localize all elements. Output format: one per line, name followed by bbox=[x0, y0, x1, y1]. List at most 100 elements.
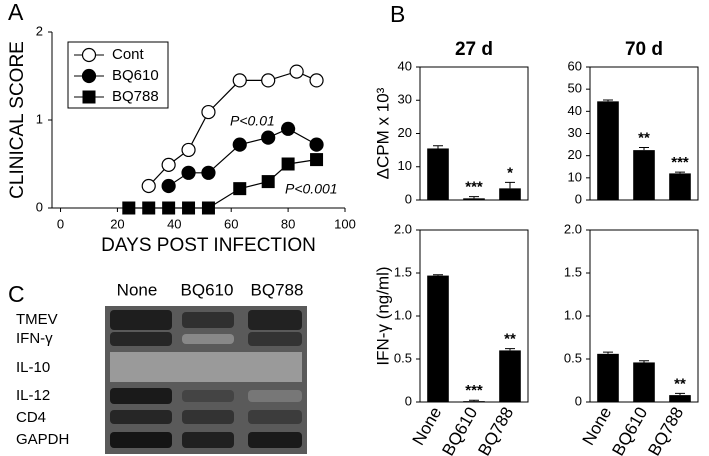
x-tick-label: 0 bbox=[57, 216, 64, 231]
legend-label: Cont bbox=[112, 46, 145, 63]
row-label: TMEV bbox=[16, 311, 58, 328]
significance-label: *** bbox=[671, 154, 689, 171]
error-bar bbox=[639, 360, 649, 363]
error-bar bbox=[675, 392, 685, 396]
y-axis-label: ΔCPM x 10³ bbox=[373, 87, 392, 179]
x-axis-label: DAYS POST INFECTION bbox=[101, 235, 316, 256]
marker bbox=[122, 201, 136, 215]
y-tick-label: 10 bbox=[398, 158, 412, 173]
panel-label: C bbox=[8, 281, 25, 307]
y-tick-label: 0.5 bbox=[394, 350, 412, 365]
marker bbox=[162, 201, 176, 215]
y-tick-label: 20 bbox=[398, 125, 412, 140]
y-tick-label: 40 bbox=[568, 103, 582, 118]
lane-label: BQ788 bbox=[251, 280, 304, 299]
y-tick-label: 60 bbox=[568, 58, 582, 73]
y-tick-label: 0 bbox=[405, 191, 412, 206]
marker bbox=[233, 182, 247, 196]
gel-image bbox=[105, 306, 307, 454]
error-bar bbox=[433, 145, 443, 149]
error-bar bbox=[469, 399, 479, 402]
bar bbox=[463, 401, 485, 402]
marker bbox=[201, 165, 216, 180]
marker bbox=[261, 73, 276, 88]
marker bbox=[141, 178, 156, 194]
legend-label: BQ610 bbox=[112, 67, 159, 84]
annotation: P<0.01 bbox=[230, 113, 275, 129]
marker bbox=[310, 153, 324, 167]
marker bbox=[281, 157, 295, 171]
marker bbox=[309, 73, 324, 88]
x-tick-label: BQ788 bbox=[474, 404, 517, 456]
bar bbox=[499, 188, 521, 200]
x-tick-label: 60 bbox=[224, 216, 238, 231]
marker bbox=[182, 201, 196, 215]
chart-title: 70 d bbox=[625, 39, 663, 60]
row-label: CD4 bbox=[16, 409, 46, 426]
bar bbox=[669, 395, 691, 402]
row-label: IFN-γ bbox=[16, 330, 53, 347]
row-label: GAPDH bbox=[16, 431, 69, 448]
marker bbox=[161, 157, 176, 172]
significance-label: * bbox=[507, 164, 513, 181]
y-tick-label: 10 bbox=[568, 169, 582, 184]
y-tick-label: 2.0 bbox=[394, 221, 412, 236]
y-tick-label: 1.0 bbox=[564, 307, 582, 322]
x-tick-label: 40 bbox=[167, 216, 181, 231]
marker bbox=[201, 201, 215, 215]
marker bbox=[309, 137, 324, 152]
legend-label: BQ788 bbox=[112, 88, 159, 105]
marker bbox=[82, 90, 96, 104]
bar bbox=[597, 353, 619, 402]
error-bar bbox=[505, 181, 515, 189]
significance-label: *** bbox=[465, 382, 483, 399]
error-bar bbox=[603, 351, 613, 354]
marker bbox=[81, 68, 97, 84]
error-bar bbox=[603, 99, 613, 102]
row-label: IL-12 bbox=[16, 387, 50, 404]
marker bbox=[201, 104, 216, 120]
marker bbox=[181, 165, 196, 180]
x-tick-label: BQ788 bbox=[644, 404, 687, 456]
x-tick-label: None bbox=[409, 404, 446, 449]
error-bar bbox=[675, 171, 685, 174]
marker bbox=[261, 175, 275, 189]
y-tick-label: 50 bbox=[568, 81, 582, 96]
lane-label: None bbox=[117, 280, 158, 299]
bar bbox=[669, 173, 691, 200]
y-tick-label: 0 bbox=[36, 199, 43, 214]
y-tick-label: 1 bbox=[36, 111, 43, 126]
y-tick-label: 0 bbox=[575, 191, 582, 206]
y-tick-label: 2.0 bbox=[564, 221, 582, 236]
y-axis-label: IFN-γ (ng/ml) bbox=[373, 266, 392, 365]
x-tick-label: 20 bbox=[110, 216, 124, 231]
chart-title: 27 d bbox=[455, 39, 493, 60]
x-tick-label: 100 bbox=[334, 216, 356, 231]
row-label: IL-10 bbox=[16, 359, 50, 376]
significance-label: ** bbox=[674, 375, 686, 392]
lane-label: BQ610 bbox=[181, 280, 234, 299]
bar bbox=[427, 148, 449, 200]
error-bar bbox=[469, 196, 479, 199]
bar bbox=[499, 350, 521, 402]
marker bbox=[161, 178, 176, 194]
marker bbox=[232, 73, 247, 88]
significance-label: ** bbox=[504, 331, 516, 348]
bar bbox=[463, 198, 485, 200]
error-bar bbox=[639, 146, 649, 151]
bar bbox=[597, 101, 619, 200]
marker bbox=[261, 130, 276, 145]
marker bbox=[289, 64, 304, 79]
error-bar bbox=[505, 348, 515, 351]
marker bbox=[281, 121, 296, 136]
x-tick-label: 80 bbox=[281, 216, 295, 231]
y-tick-label: 20 bbox=[568, 147, 582, 162]
annotation: P<0.001 bbox=[285, 181, 338, 197]
marker bbox=[142, 201, 156, 215]
marker bbox=[181, 142, 196, 158]
y-tick-label: 1.0 bbox=[394, 307, 412, 322]
y-tick-label: 1.5 bbox=[564, 264, 582, 279]
y-tick-label: 2 bbox=[36, 23, 43, 38]
y-tick-label: 0 bbox=[405, 393, 412, 408]
